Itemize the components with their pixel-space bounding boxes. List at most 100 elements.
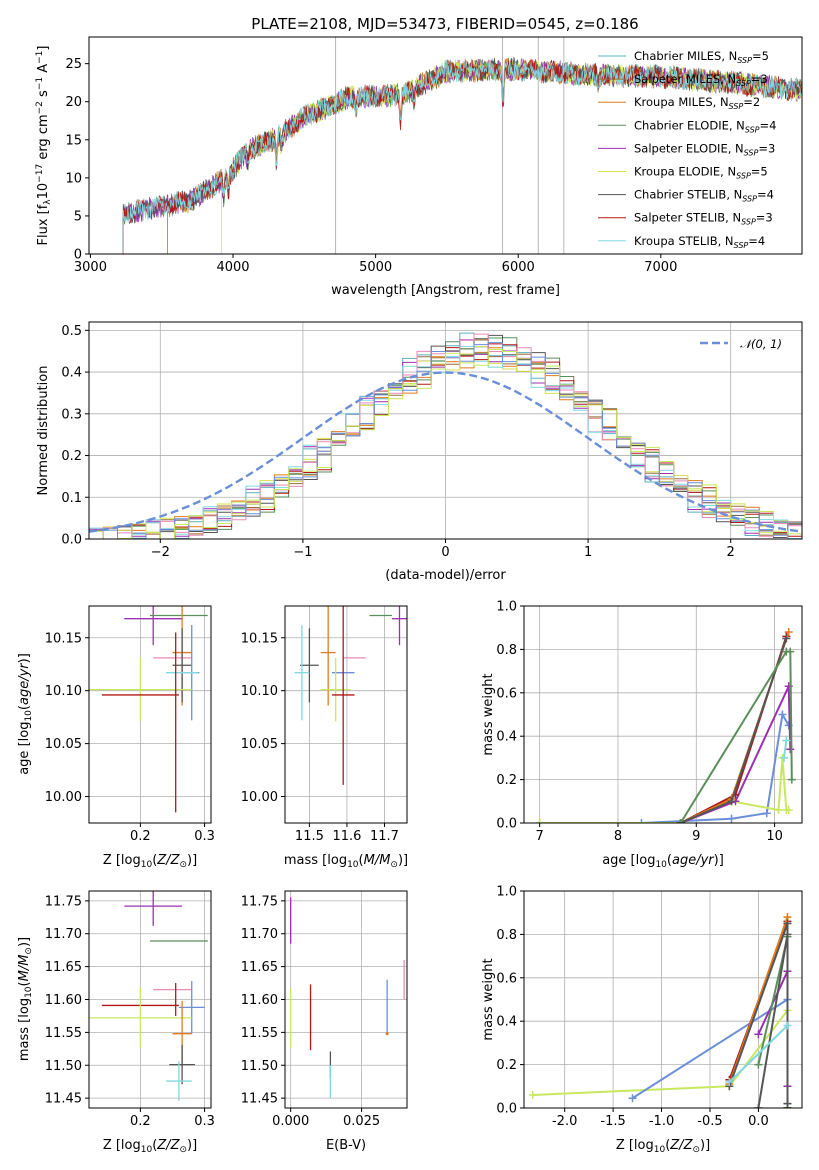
mass-weight-vs-age-ytick-label-0: 0.0 <box>496 817 517 832</box>
spectrum-xtick-label-3: 6000 <box>502 260 535 275</box>
age-vs-Z-axes-frame <box>88 605 212 824</box>
histogram-panel: −2 −1 0 1 2 0.0 0.1 0.2 0.3 0.4 0.5 𝒩(0, 1) (data-mo… <box>36 321 803 583</box>
mass-weight-vs-Z-series-8 <box>725 1021 792 1086</box>
mass-weight-vs-age-frame: 7 8 9 10 0.0 0.2 0.4 0.6 0.8 1.0 <box>496 600 803 844</box>
mass-weight-vs-Z-ytick-label-4: 0.8 <box>496 928 517 943</box>
mass-weight-vs-age-ytick-label-4: 0.8 <box>496 643 517 658</box>
mass-weight-vs-age-marker-0-4 <box>778 710 787 719</box>
age-vs-mass-point-7 <box>320 657 351 722</box>
age-vs-mass-plot-area <box>294 606 407 785</box>
mass-weight-vs-age-marker-5-2 <box>782 634 791 643</box>
mass-weight-vs-Z-marker-7-1 <box>783 930 792 939</box>
age-vs-z-ylabel: age [log10(age/yr)] <box>17 653 34 775</box>
histogram-legend: 𝒩(0, 1) <box>700 337 782 351</box>
mass-weight-vs-Z-marker-8-1 <box>783 1021 792 1030</box>
mass-vs-Z-point-0 <box>124 891 183 926</box>
spectrum-ytick-label-0: 0 <box>74 248 82 263</box>
mass-weight-vs-age-plot-area <box>535 628 796 823</box>
mass-weight-vs-age-ytick-label-2: 0.4 <box>496 730 517 745</box>
mass-weight-vs-Z-marker-8-0 <box>725 1077 734 1086</box>
spectrum-kroupa-elodie <box>221 58 802 254</box>
age-vs-mass-point-5 <box>294 625 310 721</box>
mass-weight-vs-age-marker-1-0 <box>535 819 544 823</box>
mass-vs-Z-point-9 <box>166 1061 192 1101</box>
mass-weight-vs-age-marker-4-2 <box>784 628 793 637</box>
mass-weight-vs-z-xlabel: Z [log10(Z/Z⊙)] <box>616 1138 710 1155</box>
histogram-ylabel: Normed distribution <box>36 366 51 496</box>
mass-weight-vs-age-panel: 7 8 9 10 0.0 0.2 0.4 0.6 0.8 1.0 mass weight age [l… <box>481 600 803 870</box>
age-vs-Z-plot-area <box>89 606 208 813</box>
mass-weight-vs-age-series-7 <box>779 736 791 762</box>
age-vs-Z-ytick-label-1: 10.05 <box>45 737 82 752</box>
mass-weight-vs-age-xtick-label-1: 8 <box>614 829 622 844</box>
legend-label-4: Salpeter ELODIE, NSSP=3 <box>634 141 775 157</box>
mass-vs-ebv-marker-4 <box>385 1032 389 1036</box>
mass-weight-vs-age-marker-7-1 <box>782 736 791 745</box>
mass-weight-vs-age-series-0 <box>535 710 793 823</box>
age-vs-Z-xtick-label-0: 0.2 <box>130 829 151 844</box>
histogram-series-11 <box>89 348 802 539</box>
mass-vs-ebv-panel: 0.000 0.025 11.45 11.50 11.55 11.60 11.65 11.70… <box>241 890 408 1153</box>
mass-weight-vs-Z-xtick-label-1: -1.5 <box>600 1114 625 1129</box>
legend-label-6: Chabrier STELIB, NSSP=4 <box>634 188 774 204</box>
spectrum-xlabel: wavelength [Angstrom, rest frame] <box>331 283 560 298</box>
age-vs-z-xlabel: Z [log10(Z/Z⊙)] <box>103 853 197 870</box>
mass-weight-vs-age-marker-5-1 <box>727 797 736 806</box>
mass-weight-vs-age-xtick-label-2: 9 <box>692 829 700 844</box>
mass-vs-Z-point-8 <box>169 1044 195 1085</box>
residual-histogram-ytick-label-2: 0.2 <box>61 449 82 464</box>
mass-vs-Z-point-6 <box>89 988 192 1048</box>
mass-weight-vs-age-marker-6-2 <box>786 647 795 656</box>
spectrum-xtick-label-0: 3000 <box>74 260 107 275</box>
spectrum-ytick-label-1: 5 <box>74 209 82 224</box>
mass-weight-vs-Z-marker-1-0 <box>628 1094 637 1103</box>
mass-vs-Z-frame: 0.2 0.3 11.45 11.50 11.55 11.60 11.65 11.70 11.7… <box>45 890 215 1129</box>
mass-weight-vs-age-ytick-label-5: 1.0 <box>496 600 517 615</box>
spectrum-frame: 3000 4000 5000 6000 7000 0 5 10 15 20 25 <box>65 36 803 275</box>
mass-weight-vs-age-xtick-label-0: 7 <box>536 829 544 844</box>
mass-vs-ebv-xlabel: E(B-V) <box>326 1138 366 1153</box>
mass-weight-vs-age-marker-6-3 <box>787 775 796 784</box>
residual-histogram-plot-area <box>89 332 802 539</box>
mass-weight-vs-Z-ytick-label-2: 0.4 <box>496 1015 517 1030</box>
age-vs-z-panel: 0.2 0.3 10.00 10.05 10.10 10.15 Z [log10(Z/Z⊙)… <box>17 605 215 870</box>
mass-vs-ebv-xtick-label-1: 0.025 <box>343 1114 380 1129</box>
mass-vs-ebv-ytick-label-1: 11.50 <box>241 1059 278 1074</box>
age-vs-mass-ytick-label-0: 10.00 <box>241 790 278 805</box>
mass-weight-vs-age-series-6 <box>676 647 796 823</box>
spectrum-xtick-label-4: 7000 <box>644 260 677 275</box>
age-vs-mass-ytick-label-1: 10.05 <box>241 737 278 752</box>
mass-vs-z-xlabel: Z [log10(Z/Z⊙)] <box>103 1138 197 1155</box>
residual-histogram-ytick-label-0: 0.0 <box>61 533 82 548</box>
mass-weight-vs-Z-xtick-label-0: -2.0 <box>552 1114 577 1129</box>
normal-curve <box>89 371 802 533</box>
spectrum-xtick-label-1: 4000 <box>216 260 249 275</box>
mass-vs-ebv-ytick-label-3: 11.60 <box>241 993 278 1008</box>
residual-histogram-xtick-label-4: 2 <box>727 545 735 560</box>
legend-label-1: Salpeter MILES, NSSP=3 <box>634 72 768 88</box>
mass-weight-vs-Z-marker-7-2 <box>783 1099 792 1108</box>
mass-weight-vs-Z-marker-7-0 <box>754 1104 763 1108</box>
mass-vs-ebv-frame: 0.000 0.025 11.45 11.50 11.55 11.60 11.65 11.70… <box>241 890 408 1129</box>
mass-weight-vs-age-ytick-label-3: 0.6 <box>496 686 517 701</box>
mass-weight-vs-Z-ytick-label-3: 0.6 <box>496 971 517 986</box>
residual-histogram-xtick-label-3: 1 <box>584 545 592 560</box>
mass-vs-Z-ytick-label-2: 11.55 <box>45 1026 82 1041</box>
mass-weight-vs-age-series-4 <box>676 628 793 823</box>
mass-weight-vs-age-marker-0-3 <box>762 809 771 818</box>
residual-histogram-xtick-label-2: 0 <box>441 545 449 560</box>
age-vs-Z-xtick-label-1: 0.3 <box>194 829 215 844</box>
mass-vs-z-ylabel: mass [log10(M/M⊙)] <box>17 937 34 1061</box>
mass-weight-vs-age-ylabel: mass weight <box>481 673 496 755</box>
age-vs-Z-ytick-label-2: 10.10 <box>45 684 82 699</box>
mass-weight-vs-age-axes-frame <box>523 605 803 824</box>
mass-weight-vs-Z-marker-0-0 <box>528 1090 537 1099</box>
mass-weight-vs-age-xlabel: age [log10(age/yr)] <box>602 853 724 870</box>
mass-weight-vs-age-marker-0-1 <box>637 819 646 823</box>
age-vs-mass-point-8 <box>331 606 355 785</box>
residual-histogram-frame: −2 −1 0 1 2 0.0 0.1 0.2 0.3 0.4 0.5 <box>61 321 803 560</box>
mass-vs-z-panel: 0.2 0.3 11.45 11.50 11.55 11.60 11.65 11.70 11.7… <box>17 890 215 1155</box>
age-vs-Z-point-0 <box>124 606 183 646</box>
spectrum-xtick-label-2: 5000 <box>359 260 392 275</box>
